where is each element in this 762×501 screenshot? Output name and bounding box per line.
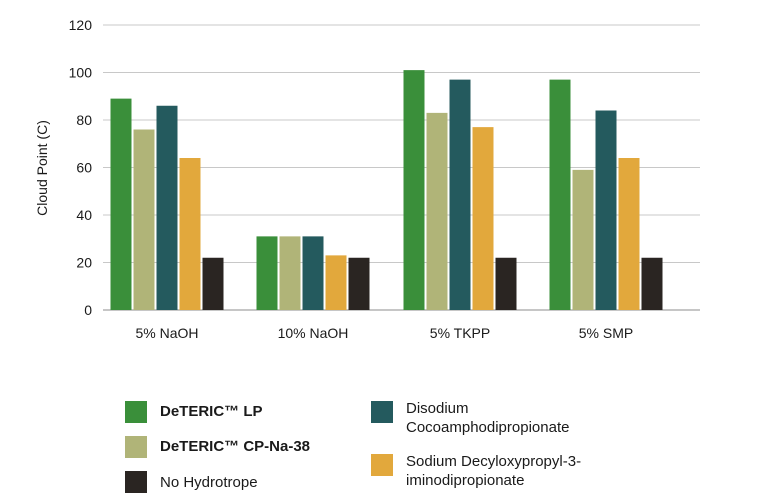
x-tick-label: 5% SMP bbox=[579, 325, 633, 341]
y-tick-label: 120 bbox=[69, 17, 93, 33]
bars bbox=[110, 70, 663, 310]
bar bbox=[403, 70, 425, 310]
x-tick-label: 5% NaOH bbox=[135, 325, 198, 341]
bar bbox=[495, 257, 517, 310]
bar bbox=[256, 236, 278, 310]
bar bbox=[348, 257, 370, 310]
bar bbox=[549, 79, 571, 310]
bar bbox=[156, 105, 178, 310]
y-tick-label: 80 bbox=[76, 112, 92, 128]
bar bbox=[279, 236, 301, 310]
y-tick-label: 20 bbox=[76, 255, 92, 271]
bar bbox=[325, 255, 347, 310]
bar bbox=[179, 158, 201, 310]
bar bbox=[572, 169, 594, 310]
y-tick-label: 60 bbox=[76, 160, 92, 176]
bar bbox=[595, 110, 617, 310]
bar bbox=[302, 236, 324, 310]
x-tick-label: 10% NaOH bbox=[278, 325, 349, 341]
y-tick-label: 40 bbox=[76, 207, 92, 223]
bar bbox=[472, 127, 494, 310]
y-tick-label: 100 bbox=[69, 65, 93, 81]
bar bbox=[110, 98, 132, 310]
bar bbox=[202, 257, 224, 310]
x-tick-label: 5% TKPP bbox=[430, 325, 490, 341]
bar bbox=[618, 158, 640, 310]
y-tick-label: 0 bbox=[84, 302, 92, 318]
axes: 0 20 40 60 80 100 120 5% NaOH 10% NaOH 5% TKPP 5% … bbox=[69, 17, 634, 341]
bar bbox=[133, 129, 155, 310]
bar bbox=[426, 112, 448, 310]
bar bbox=[449, 79, 471, 310]
y-axis-title: Cloud Point (C) bbox=[34, 120, 50, 216]
bar bbox=[641, 257, 663, 310]
